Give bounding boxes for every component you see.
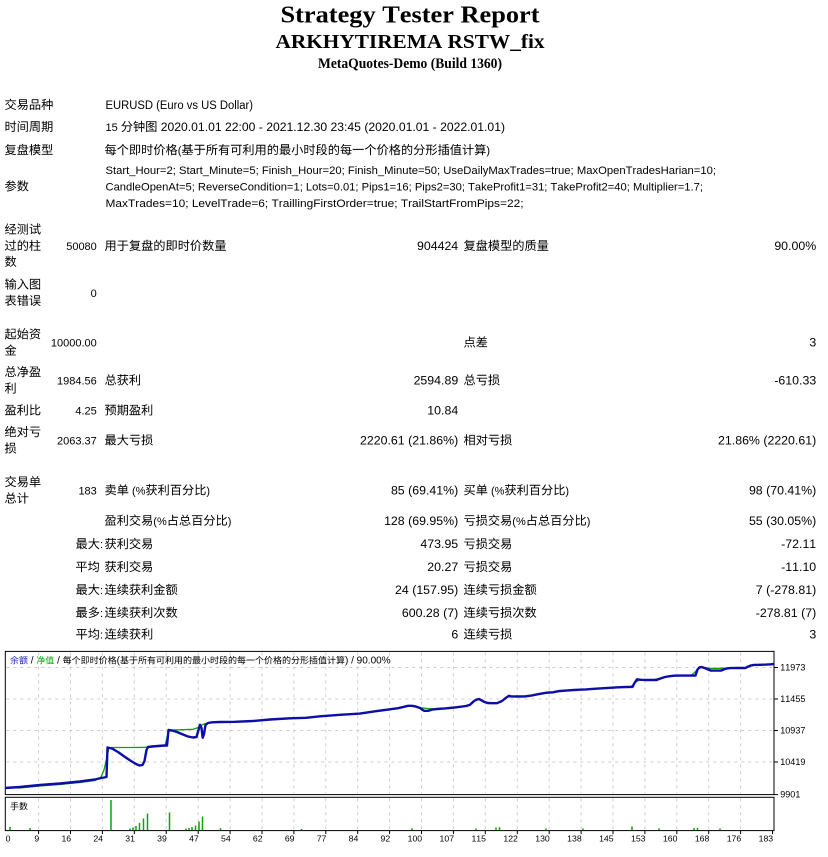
svg-text:(: (	[178, 145, 182, 157]
svg-text:6: 6	[451, 628, 458, 642]
svg-text:153: 153	[631, 833, 646, 843]
svg-text:145: 145	[599, 833, 614, 843]
svg-text:55 (30.05%): 55 (30.05%)	[749, 514, 816, 528]
svg-text:-72.11: -72.11	[781, 537, 816, 551]
svg-text:11455: 11455	[780, 694, 805, 704]
svg-text:77: 77	[317, 833, 327, 843]
svg-text:92: 92	[381, 833, 391, 843]
svg-text:62: 62	[253, 833, 263, 843]
svg-text:84: 84	[349, 833, 359, 843]
svg-text:54: 54	[221, 833, 231, 843]
svg-text:(%: (%	[132, 485, 146, 497]
svg-text:10.84: 10.84	[427, 404, 458, 418]
svg-text:10000.00: 10000.00	[51, 338, 97, 350]
svg-text:CandleOpenAt=5; ReverseConditi: CandleOpenAt=5; ReverseCondition=1; Lots…	[106, 182, 704, 194]
svg-text:600.28 (7): 600.28 (7)	[402, 606, 458, 620]
svg-text:24 (157.95): 24 (157.95)	[395, 583, 458, 597]
svg-text:9901: 9901	[780, 789, 800, 799]
svg-text:168: 168	[695, 833, 710, 843]
svg-text:473.95: 473.95	[420, 537, 458, 551]
svg-text:24: 24	[93, 833, 103, 843]
svg-text:50080: 50080	[66, 241, 97, 253]
svg-text:69: 69	[285, 833, 295, 843]
svg-text:7 (-278.81): 7 (-278.81)	[756, 583, 816, 597]
svg-text:EURUSD (Euro vs US Dollar): EURUSD (Euro vs US Dollar)	[106, 100, 254, 112]
svg-text:90.00%: 90.00%	[774, 239, 816, 253]
svg-text:-610.33: -610.33	[774, 373, 816, 387]
svg-text:(%: (%	[491, 485, 505, 497]
svg-text:): )	[587, 516, 591, 528]
svg-text:(%: (%	[512, 516, 526, 528]
svg-text:138: 138	[567, 833, 582, 843]
svg-text:130: 130	[535, 833, 550, 843]
svg-text:-278.81 (7): -278.81 (7)	[756, 606, 816, 620]
svg-text:11973: 11973	[780, 662, 805, 672]
svg-text:39: 39	[157, 833, 167, 843]
svg-text:107: 107	[440, 833, 455, 843]
svg-text:/: /	[31, 656, 34, 667]
svg-text:128 (69.95%): 128 (69.95%)	[384, 514, 458, 528]
svg-text:): )	[565, 485, 569, 497]
svg-text:): )	[206, 485, 210, 497]
svg-text:16: 16	[61, 833, 71, 843]
svg-text:) / 90.00%: ) / 90.00%	[345, 656, 391, 667]
svg-text:10937: 10937	[780, 725, 805, 735]
svg-text:MetaQuotes-Demo (Build 1360): MetaQuotes-Demo (Build 1360)	[318, 56, 502, 72]
svg-text:0: 0	[91, 288, 97, 300]
svg-text:160: 160	[663, 833, 678, 843]
svg-text:183: 183	[78, 485, 96, 497]
svg-text:904424: 904424	[417, 239, 458, 253]
svg-text::: :	[100, 585, 103, 597]
svg-text:3: 3	[809, 336, 816, 350]
svg-text:98 (70.41%): 98 (70.41%)	[749, 483, 816, 497]
svg-text:MaxTrades=10; LevelTrade=6; Tr: MaxTrades=10; LevelTrade=6; TraillingFir…	[106, 198, 524, 210]
svg-text:122: 122	[503, 833, 518, 843]
svg-text:183: 183	[759, 833, 774, 843]
svg-text:4.25: 4.25	[75, 406, 96, 418]
svg-text:2063.37: 2063.37	[57, 435, 97, 447]
svg-text:31: 31	[125, 833, 135, 843]
svg-text:20.27: 20.27	[427, 560, 458, 574]
svg-text:0: 0	[6, 833, 11, 843]
svg-text:): )	[486, 145, 490, 157]
svg-text:2594.89: 2594.89	[414, 373, 459, 387]
svg-text:47: 47	[189, 833, 199, 843]
svg-text:2020.01.01 22:00 - 2021.12.30: 2020.01.01 22:00 - 2021.12.30 23:45 (202…	[161, 120, 505, 134]
svg-text:9: 9	[34, 833, 39, 843]
svg-text:115: 115	[471, 833, 486, 843]
svg-text::: :	[100, 630, 103, 642]
svg-text:176: 176	[727, 833, 742, 843]
svg-text::: :	[100, 608, 103, 620]
svg-text:Strategy Tester Report: Strategy Tester Report	[281, 2, 540, 28]
svg-text:(: (	[117, 656, 121, 667]
svg-text::: :	[100, 539, 103, 551]
svg-text:ARKHYTIREMA RSTW_fix: ARKHYTIREMA RSTW_fix	[276, 31, 545, 53]
svg-text:-11.10: -11.10	[781, 560, 816, 574]
svg-text:10419: 10419	[780, 757, 805, 767]
svg-text:): )	[228, 516, 232, 528]
svg-text:85 (69.41%): 85 (69.41%)	[391, 483, 458, 497]
svg-text:15: 15	[106, 122, 118, 134]
svg-text:/: /	[57, 656, 60, 667]
svg-text:100: 100	[408, 833, 423, 843]
svg-text:21.86% (2220.61): 21.86% (2220.61)	[718, 433, 816, 447]
svg-text:(%: (%	[153, 516, 167, 528]
svg-text:Start_Hour=2; Start_Minute=5;: Start_Hour=2; Start_Minute=5; Finish_Hou…	[106, 165, 717, 177]
svg-text:2220.61 (21.86%): 2220.61 (21.86%)	[360, 433, 458, 447]
svg-text:3: 3	[809, 628, 816, 642]
svg-text:1984.56: 1984.56	[57, 375, 97, 387]
